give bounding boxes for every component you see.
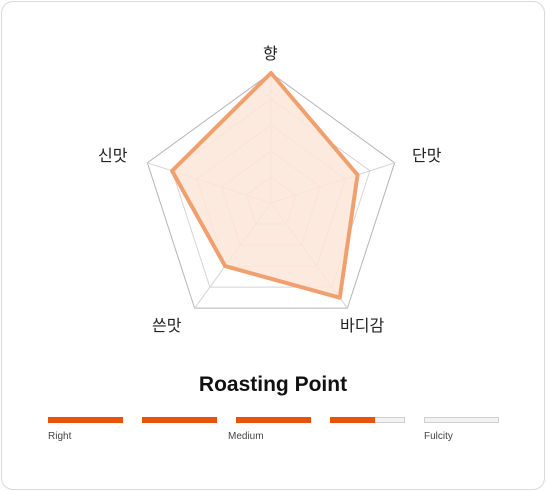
- radar-series-area: [170, 71, 360, 300]
- roasting-segment: [236, 417, 311, 423]
- roasting-level-bar: [48, 417, 499, 425]
- roasting-segment-fill: [236, 417, 311, 423]
- roasting-segment-fill: [142, 417, 217, 423]
- roasting-segment: [142, 417, 217, 423]
- roasting-segment-fill: [330, 417, 375, 423]
- axis-label-acidity: 신맛: [98, 146, 128, 165]
- roasting-segment-fill: [48, 417, 123, 423]
- roasting-segment: [48, 417, 123, 423]
- roasting-title: Roasting Point: [198, 373, 348, 396]
- axis-label-body: 바디감: [340, 316, 385, 335]
- scale-label-fulcity: Fulcity: [424, 431, 453, 442]
- radar-series: [170, 71, 360, 300]
- roasting-segment: [424, 417, 499, 423]
- radar-chart: [146, 71, 396, 309]
- axis-label-sweetness: 단맛: [412, 146, 442, 165]
- scale-label-medium: Medium: [228, 431, 264, 442]
- roasting-segment: [330, 417, 405, 423]
- radar-grid-level-5: [146, 72, 396, 309]
- axis-label-aroma: 향: [263, 44, 278, 63]
- axis-label-bitterness: 쓴맛: [152, 316, 182, 335]
- scale-label-right: Right: [48, 431, 72, 442]
